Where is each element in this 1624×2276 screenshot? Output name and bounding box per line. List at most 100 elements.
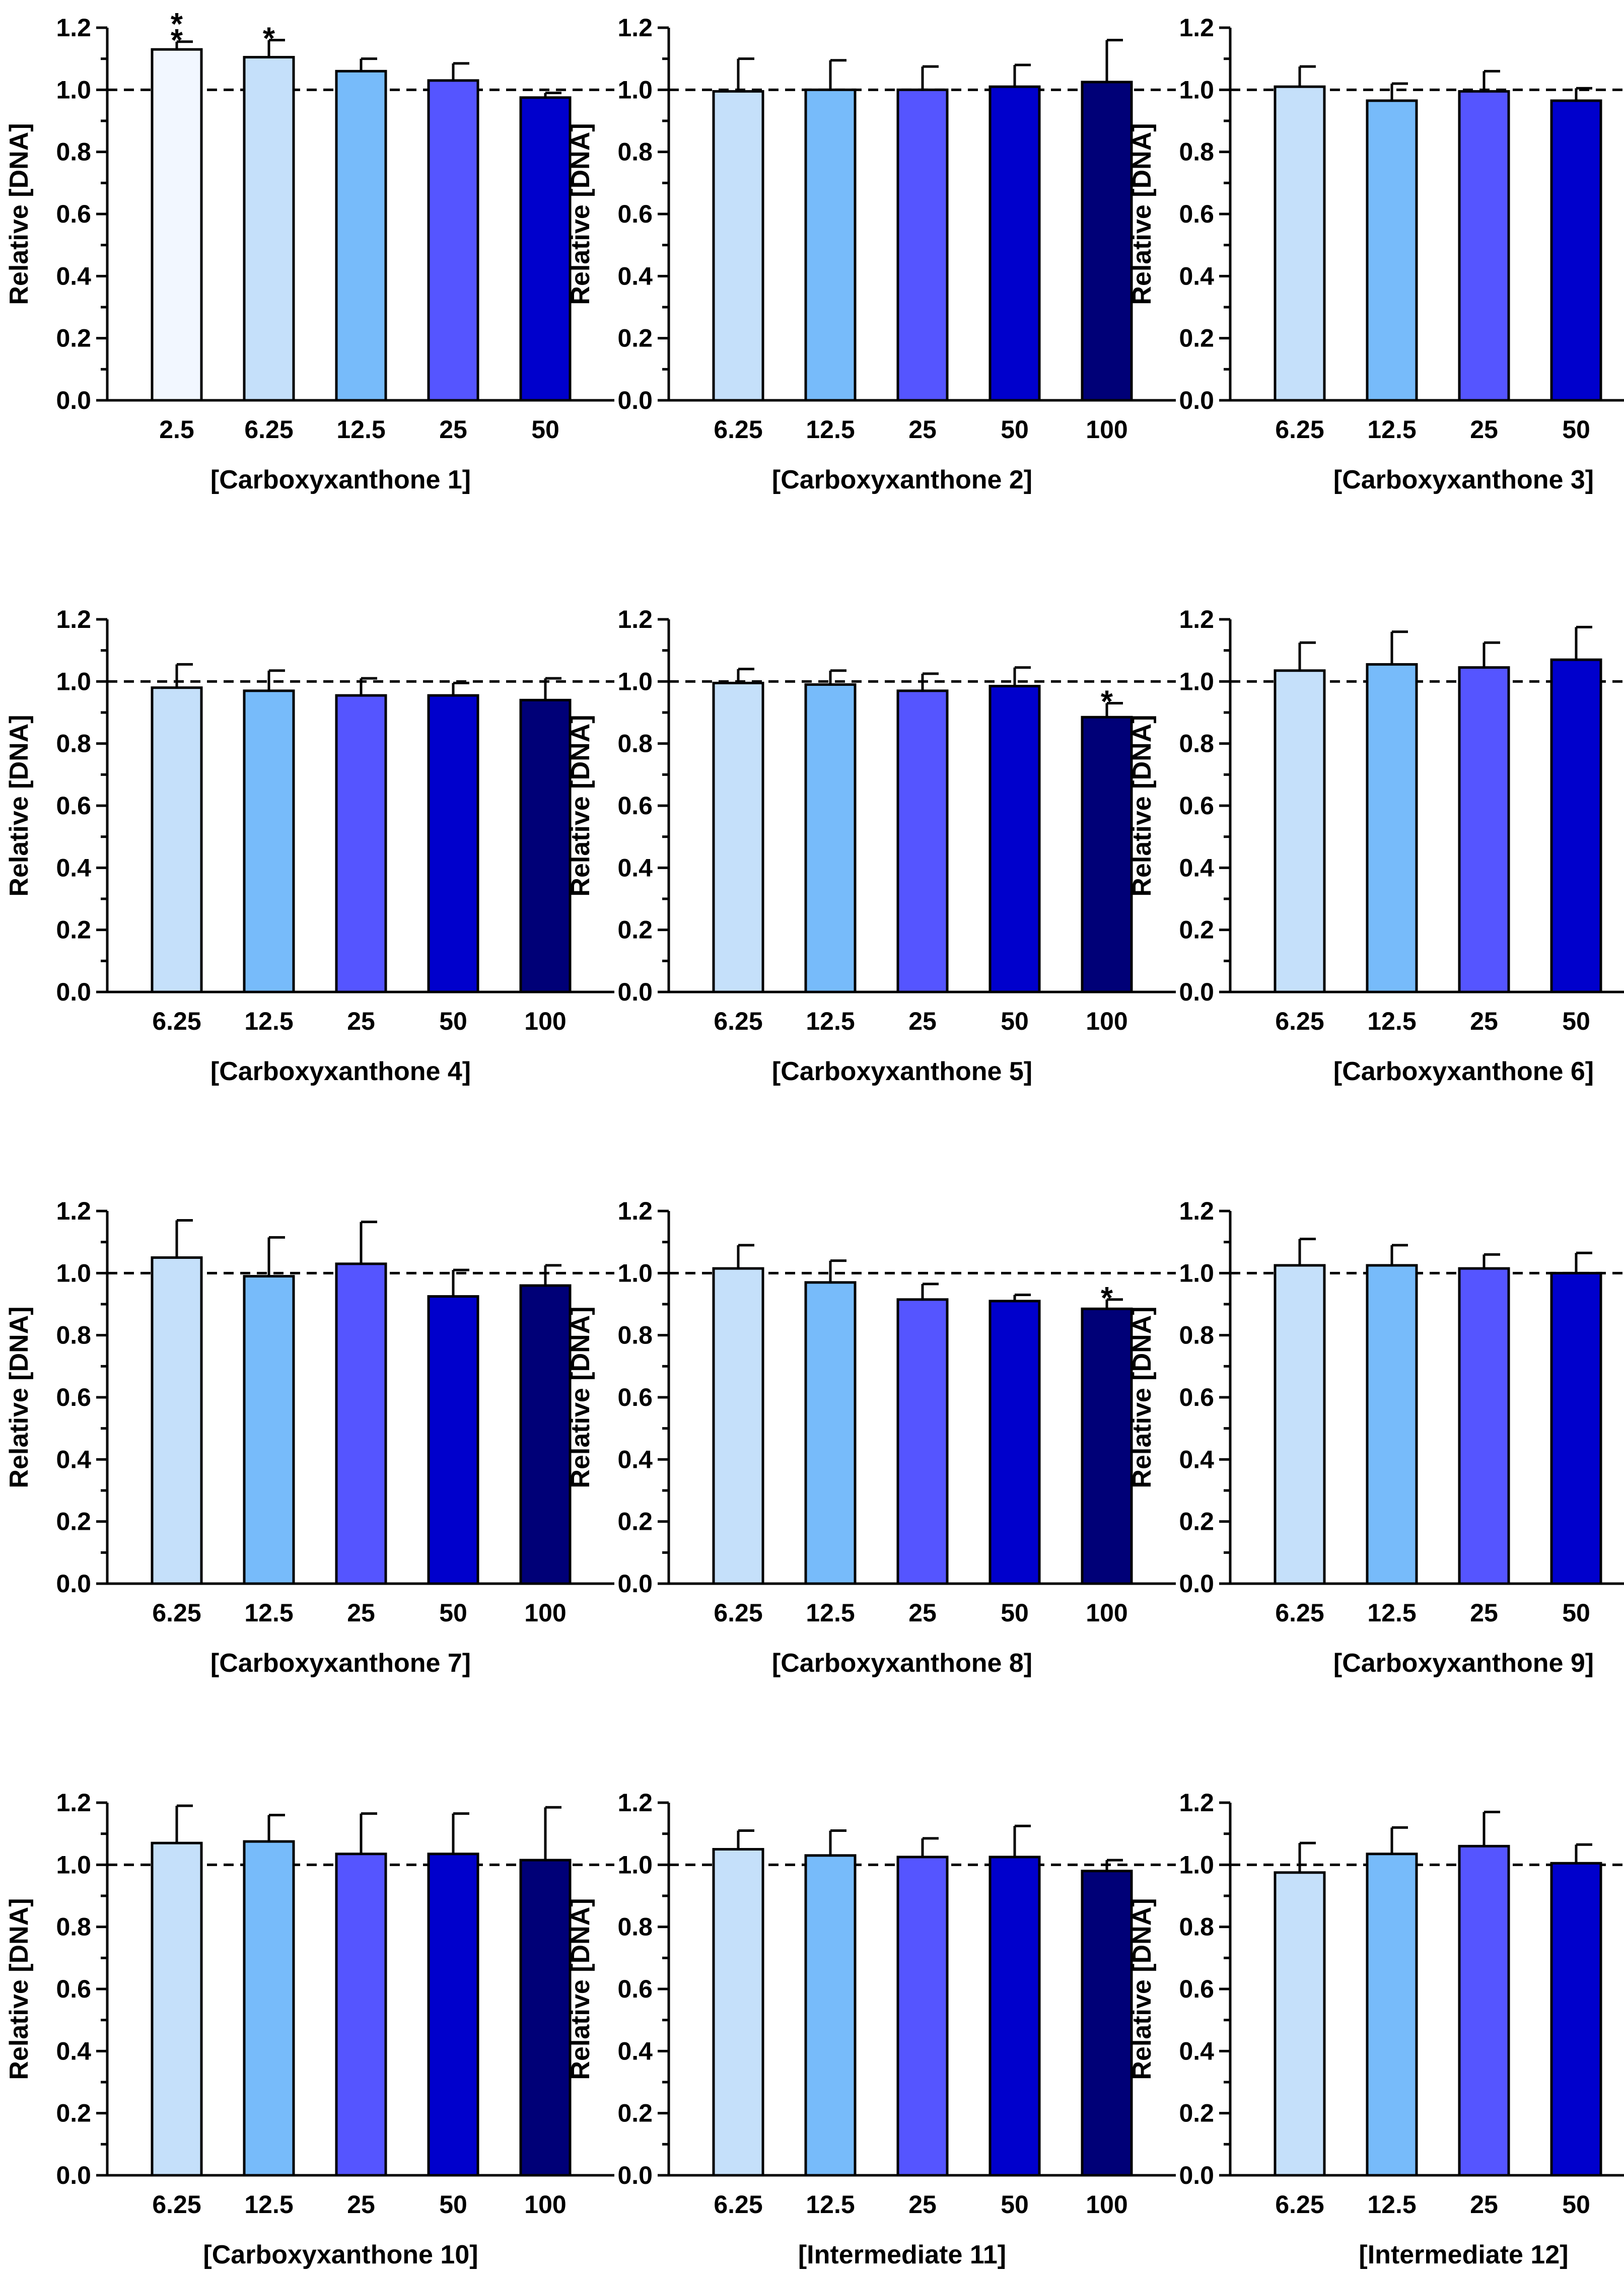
- bar-6.25: [1274, 669, 1326, 993]
- y-tick-label: 0.2: [1179, 324, 1214, 352]
- bar-12.5: [1366, 1264, 1418, 1585]
- x-tick-label: 100: [1086, 1599, 1127, 1627]
- x-tick-label: 50: [1001, 1599, 1029, 1627]
- y-tick-label: 0.8: [617, 1913, 653, 1941]
- y-tick-label: 1.2: [617, 14, 653, 42]
- y-tick-label: 0.0: [56, 2161, 91, 2189]
- y-tick-label: 0.0: [617, 978, 653, 1006]
- y-tick-label: 1.0: [1179, 667, 1214, 695]
- y-tick-label: 0.2: [617, 916, 653, 944]
- x-tick-label: 6.25: [152, 1599, 201, 1627]
- y-axis-title: Relative [DNA]: [1127, 715, 1157, 896]
- y-tick-label: 1.0: [617, 76, 653, 104]
- x-tick-label: 25: [908, 2190, 937, 2219]
- bar-50: [988, 685, 1041, 993]
- y-tick-label: 1.2: [1179, 1197, 1214, 1225]
- x-axis-title: [Carboxyxanthone 5]: [772, 1057, 1032, 1086]
- y-tick-label: 1.2: [617, 1197, 653, 1225]
- bar-12.5: [1366, 1853, 1418, 2177]
- y-tick-label: 0.8: [56, 138, 91, 166]
- x-tick-label: 12.5: [244, 2190, 293, 2219]
- chart-panel-8: 6.25 12.5 25 50 * 100 0.0 0.2 0.4 0.6 0.8 1.0 1.2 [Ca…: [566, 1197, 1176, 1678]
- y-tick-label: 0.8: [1179, 138, 1214, 166]
- bar-2.5: [151, 48, 203, 402]
- bar-25: [1458, 90, 1510, 402]
- y-tick-label: 0.8: [617, 730, 653, 758]
- x-tick-label: 6.25: [714, 1007, 762, 1035]
- y-axis-title: Relative [DNA]: [566, 1898, 595, 2080]
- y-tick-label: 0.8: [56, 1913, 91, 1941]
- x-axis-title: [Carboxyxanthone 3]: [1333, 465, 1594, 494]
- bar-100: [1081, 81, 1133, 402]
- x-axis-title: [Carboxyxanthone 1]: [210, 465, 471, 494]
- chart-panel-6: 6.2512.525501000.00.20.40.60.81.01.2[Car…: [1127, 605, 1624, 1086]
- y-tick-label: 0.8: [1179, 730, 1214, 758]
- bar-6.25: [151, 1256, 203, 1585]
- bar-6.25: [1274, 85, 1326, 402]
- y-tick-label: 0.6: [56, 1383, 91, 1411]
- y-axis-title: Relative [DNA]: [5, 715, 34, 896]
- bar-25: [1458, 1844, 1510, 2177]
- y-tick-label: 1.2: [56, 14, 91, 42]
- y-tick-label: 0.6: [617, 1383, 653, 1411]
- x-tick-label: 6.25: [152, 2190, 201, 2219]
- bar-12.5: [335, 69, 387, 402]
- x-tick-label: 12.5: [244, 1599, 293, 1627]
- bar-12.5: [243, 689, 295, 993]
- x-tick-label: 50: [1001, 1007, 1029, 1035]
- bar-50: [1550, 658, 1602, 993]
- bar-6.25: [712, 1848, 764, 2177]
- x-tick-label: 25: [439, 415, 467, 444]
- y-tick-label: 0.4: [1179, 1445, 1214, 1473]
- x-tick-label: 6.25: [244, 415, 293, 444]
- y-tick-label: 1.2: [1179, 14, 1214, 42]
- y-tick-label: 1.2: [617, 1789, 653, 1817]
- chart-panel-7: 6.25 12.5 25 50 100 0.0 0.2 0.4 0.6 0.8 1.0 1.2 [Car…: [5, 1197, 614, 1678]
- y-tick-label: 0.4: [1179, 262, 1214, 290]
- y-tick-label: 0.8: [56, 730, 91, 758]
- bar-50: [427, 1295, 479, 1585]
- x-tick-label: 6.25: [1275, 1007, 1324, 1035]
- y-axis-title: Relative [DNA]: [566, 715, 595, 896]
- y-tick-label: 0.6: [1179, 1383, 1214, 1411]
- x-axis-title: [Carboxyxanthone 2]: [772, 465, 1032, 494]
- y-tick-label: 0.4: [617, 2037, 653, 2065]
- y-axis-title: Relative [DNA]: [566, 1306, 595, 1488]
- bar-50: [1550, 1862, 1602, 2177]
- x-tick-label: 6.25: [714, 2190, 762, 2219]
- chart-panel-5: 6.25 12.5 25 50 * 100 0.0 0.2 0.4 0.6 0.8 1.0 1.2 [Ca…: [566, 605, 1176, 1086]
- y-tick-label: 0.0: [56, 386, 91, 414]
- y-tick-label: 1.2: [56, 1789, 91, 1817]
- x-axis-title: [Carboxyxanthone 8]: [772, 1649, 1032, 1678]
- y-tick-label: 0.2: [1179, 1508, 1214, 1536]
- y-tick-label: 0.6: [56, 792, 91, 820]
- significance-mark: *: [263, 22, 275, 56]
- x-tick-label: 50: [1562, 1007, 1590, 1035]
- y-tick-label: 1.2: [617, 605, 653, 633]
- y-tick-label: 1.0: [56, 1851, 91, 1879]
- y-tick-label: 0.2: [617, 1508, 653, 1536]
- y-tick-label: 1.0: [56, 667, 91, 695]
- y-tick-label: 0.0: [617, 1570, 653, 1598]
- chart-panel-12: 6.2512.525501000.00.20.40.60.81.01.2[Int…: [1127, 1789, 1624, 2269]
- bar-12.5: [1366, 663, 1418, 993]
- y-tick-label: 0.8: [617, 138, 653, 166]
- y-tick-label: 0.0: [1179, 978, 1214, 1006]
- y-tick-label: 1.2: [1179, 605, 1214, 633]
- y-tick-label: 1.0: [617, 1851, 653, 1879]
- x-tick-label: 50: [439, 2190, 467, 2219]
- x-tick-label: 50: [1001, 415, 1029, 444]
- x-tick-label: 12.5: [1367, 1599, 1416, 1627]
- x-tick-label: 100: [1086, 1007, 1127, 1035]
- x-axis-title: [Intermediate 11]: [798, 2240, 1006, 2269]
- bar-6.25: [712, 681, 764, 993]
- x-axis-title: [Carboxyxanthone 10]: [203, 2240, 478, 2269]
- bar-25: [335, 694, 387, 993]
- y-tick-label: 0.0: [56, 978, 91, 1006]
- y-tick-label: 0.8: [1179, 1321, 1214, 1349]
- x-tick-label: 12.5: [806, 1007, 855, 1035]
- bar-25: [896, 1856, 949, 2177]
- x-tick-label: 100: [1086, 2190, 1127, 2219]
- y-tick-label: 0.2: [56, 916, 91, 944]
- y-axis-title: Relative [DNA]: [1127, 123, 1157, 305]
